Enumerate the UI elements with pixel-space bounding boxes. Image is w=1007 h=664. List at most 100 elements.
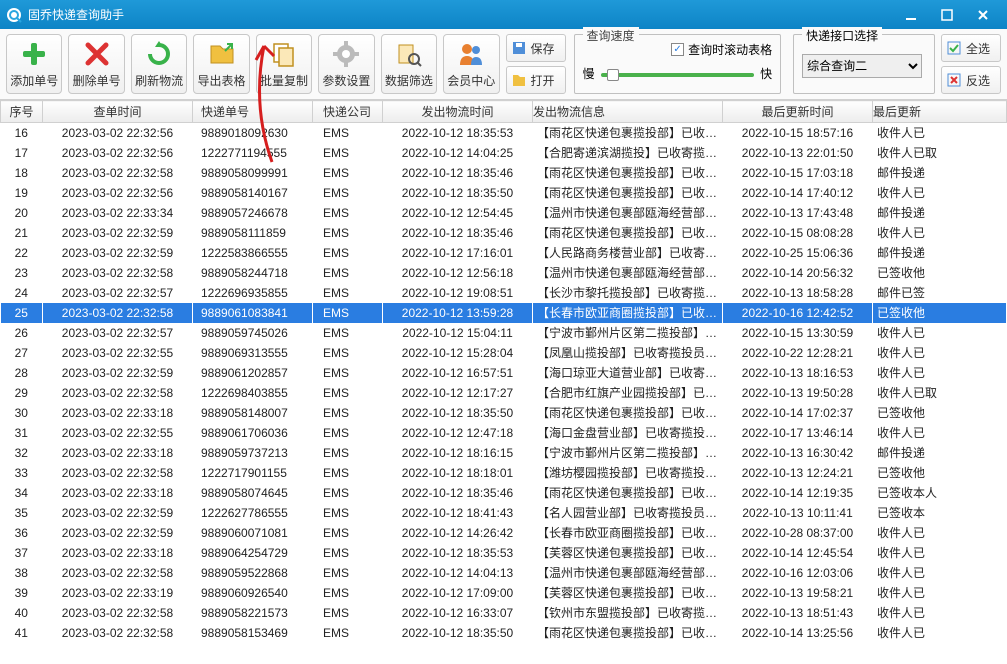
table-cell: 9889059522868 (193, 563, 313, 583)
column-header[interactable]: 序号 (1, 101, 43, 123)
table-row[interactable]: 292023-03-02 22:32:581222698403855EMS202… (1, 383, 1007, 403)
table-cell: 9889058074645 (193, 483, 313, 503)
speed-slider[interactable] (601, 67, 755, 81)
table-cell: 2023-03-02 22:33:18 (43, 443, 193, 463)
table-row[interactable]: 252023-03-02 22:32:589889061083841EMS202… (1, 303, 1007, 323)
interface-select[interactable]: 综合查询二 (802, 54, 922, 78)
table-cell: 【凤凰山揽投部】已收寄揽投员… (533, 343, 723, 363)
table-row[interactable]: 332023-03-02 22:32:581222717901155EMS202… (1, 463, 1007, 483)
copy-button[interactable]: 批量复制 (256, 34, 312, 94)
table-cell: 2023-03-02 22:32:58 (43, 163, 193, 183)
settings-label: 参数设置 (322, 72, 370, 89)
table-cell: EMS (313, 143, 383, 163)
column-header[interactable]: 快递公司 (313, 101, 383, 123)
settings-button[interactable]: 参数设置 (318, 34, 374, 94)
delete-button[interactable]: 删除单号 (68, 34, 124, 94)
table-cell: EMS (313, 123, 383, 143)
column-header[interactable]: 发出物流信息 (533, 101, 723, 123)
table-cell: 2023-03-02 22:32:59 (43, 223, 193, 243)
close-button[interactable] (965, 4, 1001, 26)
table-cell: 2022-10-12 12:17:27 (383, 383, 533, 403)
table-cell: EMS (313, 183, 383, 203)
table-row[interactable]: 402023-03-02 22:32:589889058221573EMS202… (1, 603, 1007, 623)
maximize-button[interactable] (929, 4, 965, 26)
table-row[interactable]: 212023-03-02 22:32:599889058111859EMS202… (1, 223, 1007, 243)
table-cell: 2023-03-02 22:32:58 (43, 463, 193, 483)
table-row[interactable]: 232023-03-02 22:32:589889058244718EMS202… (1, 263, 1007, 283)
table-cell: 2022-10-14 12:19:35 (723, 483, 873, 503)
column-header[interactable]: 查单时间 (43, 101, 193, 123)
select-all-button[interactable]: 全选 (941, 34, 1001, 62)
column-header[interactable]: 最后更新时间 (723, 101, 873, 123)
table-cell: 2022-10-12 19:08:51 (383, 283, 533, 303)
table-row[interactable]: 162023-03-02 22:32:569889018092630EMS202… (1, 123, 1007, 143)
scroll-checkbox[interactable] (671, 43, 684, 56)
add-label: 添加单号 (10, 72, 58, 89)
table-cell: 33 (1, 463, 43, 483)
save-button[interactable]: 保存 (506, 34, 566, 62)
table-row[interactable]: 202023-03-02 22:33:349889057246678EMS202… (1, 203, 1007, 223)
data-table-wrap[interactable]: 序号查单时间快递单号快递公司发出物流时间发出物流信息最后更新时间最后更新 162… (0, 100, 1007, 664)
minimize-button[interactable] (893, 4, 929, 26)
table-row[interactable]: 282023-03-02 22:32:599889061202857EMS202… (1, 363, 1007, 383)
table-row[interactable]: 242023-03-02 22:32:571222696935855EMS202… (1, 283, 1007, 303)
table-row[interactable]: 192023-03-02 22:32:569889058140167EMS202… (1, 183, 1007, 203)
table-cell: 9889064254729 (193, 543, 313, 563)
table-cell: 26 (1, 323, 43, 343)
table-row[interactable]: 412023-03-02 22:32:589889058153469EMS202… (1, 623, 1007, 643)
column-header[interactable]: 最后更新 (873, 101, 1007, 123)
table-cell: EMS (313, 263, 383, 283)
table-row[interactable]: 182023-03-02 22:32:589889058099991EMS202… (1, 163, 1007, 183)
select-inverse-button[interactable]: 反选 (941, 66, 1001, 94)
table-row[interactable]: 222023-03-02 22:32:591222583866555EMS202… (1, 243, 1007, 263)
table-cell: EMS (313, 163, 383, 183)
table-row[interactable]: 342023-03-02 22:33:189889058074645EMS202… (1, 483, 1007, 503)
table-cell: 【长春市欧亚商圈揽投部】已收… (533, 523, 723, 543)
member-button[interactable]: 会员中心 (443, 34, 499, 94)
filter-button[interactable]: 数据筛选 (381, 34, 437, 94)
table-row[interactable]: 312023-03-02 22:32:559889061706036EMS202… (1, 423, 1007, 443)
table-cell: 9889018092630 (193, 123, 313, 143)
scroll-checkbox-label: 查询时滚动表格 (688, 41, 772, 58)
table-cell: 收件人已取 (873, 143, 1007, 163)
table-cell: 1222771194555 (193, 143, 313, 163)
table-cell: 已签收本 (873, 503, 1007, 523)
table-cell: EMS (313, 383, 383, 403)
table-row[interactable]: 382023-03-02 22:32:589889059522868EMS202… (1, 563, 1007, 583)
table-cell: EMS (313, 443, 383, 463)
table-row[interactable]: 362023-03-02 22:32:599889060071081EMS202… (1, 523, 1007, 543)
select-inverse-label: 反选 (966, 72, 990, 89)
add-button[interactable]: 添加单号 (6, 34, 62, 94)
table-cell: 2022-10-12 18:35:50 (383, 623, 533, 643)
table-cell: 2022-10-14 17:40:12 (723, 183, 873, 203)
table-cell: 2022-10-22 12:28:21 (723, 343, 873, 363)
table-cell: 已签收他 (873, 403, 1007, 423)
open-button[interactable]: 打开 (506, 66, 566, 94)
table-cell: 2022-10-12 14:04:13 (383, 563, 533, 583)
table-cell: 收件人已 (873, 323, 1007, 343)
column-header[interactable]: 发出物流时间 (383, 101, 533, 123)
table-row[interactable]: 272023-03-02 22:32:559889069313555EMS202… (1, 343, 1007, 363)
refresh-button[interactable]: 刷新物流 (131, 34, 187, 94)
table-cell: EMS (313, 483, 383, 503)
table-row[interactable]: 372023-03-02 22:33:189889064254729EMS202… (1, 543, 1007, 563)
table-row[interactable]: 392023-03-02 22:33:199889060926540EMS202… (1, 583, 1007, 603)
table-row[interactable]: 352023-03-02 22:32:591222627786555EMS202… (1, 503, 1007, 523)
table-cell: 2022-10-12 14:26:42 (383, 523, 533, 543)
table-row[interactable]: 302023-03-02 22:33:189889058148007EMS202… (1, 403, 1007, 423)
column-header[interactable]: 快递单号 (193, 101, 313, 123)
table-row[interactable]: 322023-03-02 22:33:189889059737213EMS202… (1, 443, 1007, 463)
table-row[interactable]: 172023-03-02 22:32:561222771194555EMS202… (1, 143, 1007, 163)
table-cell: 2023-03-02 22:32:57 (43, 323, 193, 343)
table-cell: 2022-10-12 13:59:28 (383, 303, 533, 323)
copy-icon (270, 40, 298, 68)
table-cell: 2022-10-12 18:35:50 (383, 183, 533, 203)
table-cell: 2022-10-15 17:03:18 (723, 163, 873, 183)
table-cell: 9889058148007 (193, 403, 313, 423)
export-button[interactable]: 导出表格 (193, 34, 249, 94)
table-cell: 【雨花区快递包裹揽投部】已收… (533, 623, 723, 643)
table-cell: 收件人已 (873, 543, 1007, 563)
table-cell: 2022-10-14 12:45:54 (723, 543, 873, 563)
table-row[interactable]: 262023-03-02 22:32:579889059745026EMS202… (1, 323, 1007, 343)
table-cell: 2023-03-02 22:32:56 (43, 143, 193, 163)
